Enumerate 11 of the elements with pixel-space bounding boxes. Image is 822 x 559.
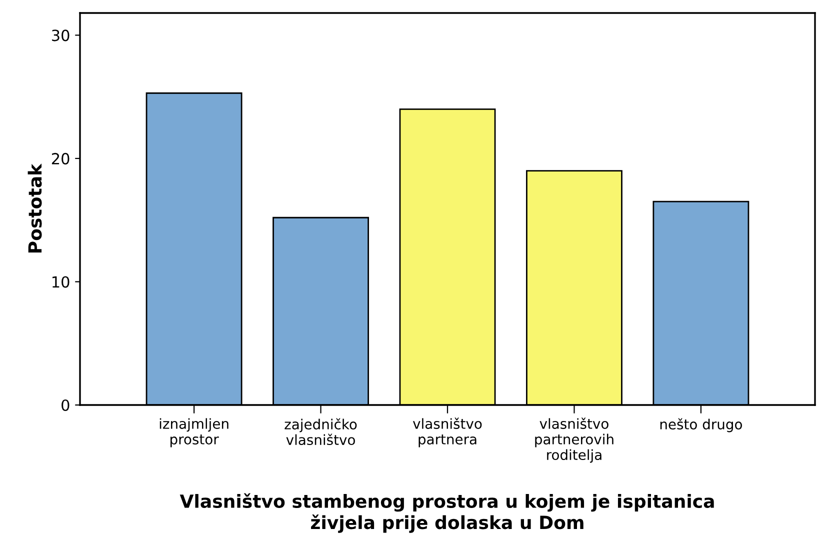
x-axis-title: Vlasništvo stambenog prostora u kojem je ispitanica živjela prije dolaska u Dom — [180, 493, 714, 533]
x-tick-label: vlasništvo partnerovih roditelja — [535, 418, 614, 463]
y-axis-title: Postotak — [28, 164, 42, 252]
x-tick-label: nešto drugo — [660, 418, 742, 432]
y-tick-label: 30 — [52, 30, 70, 42]
x-tick-label: vlasništvo partnera — [412, 418, 482, 448]
x-tick-label: zajedničko vlasništvo — [284, 418, 357, 446]
y-tick-label: 0 — [62, 399, 70, 412]
x-tick-label: iznajmljen prostor — [160, 418, 228, 448]
y-tick-label: 20 — [52, 152, 70, 164]
y-tick-label: 10 — [52, 276, 70, 288]
